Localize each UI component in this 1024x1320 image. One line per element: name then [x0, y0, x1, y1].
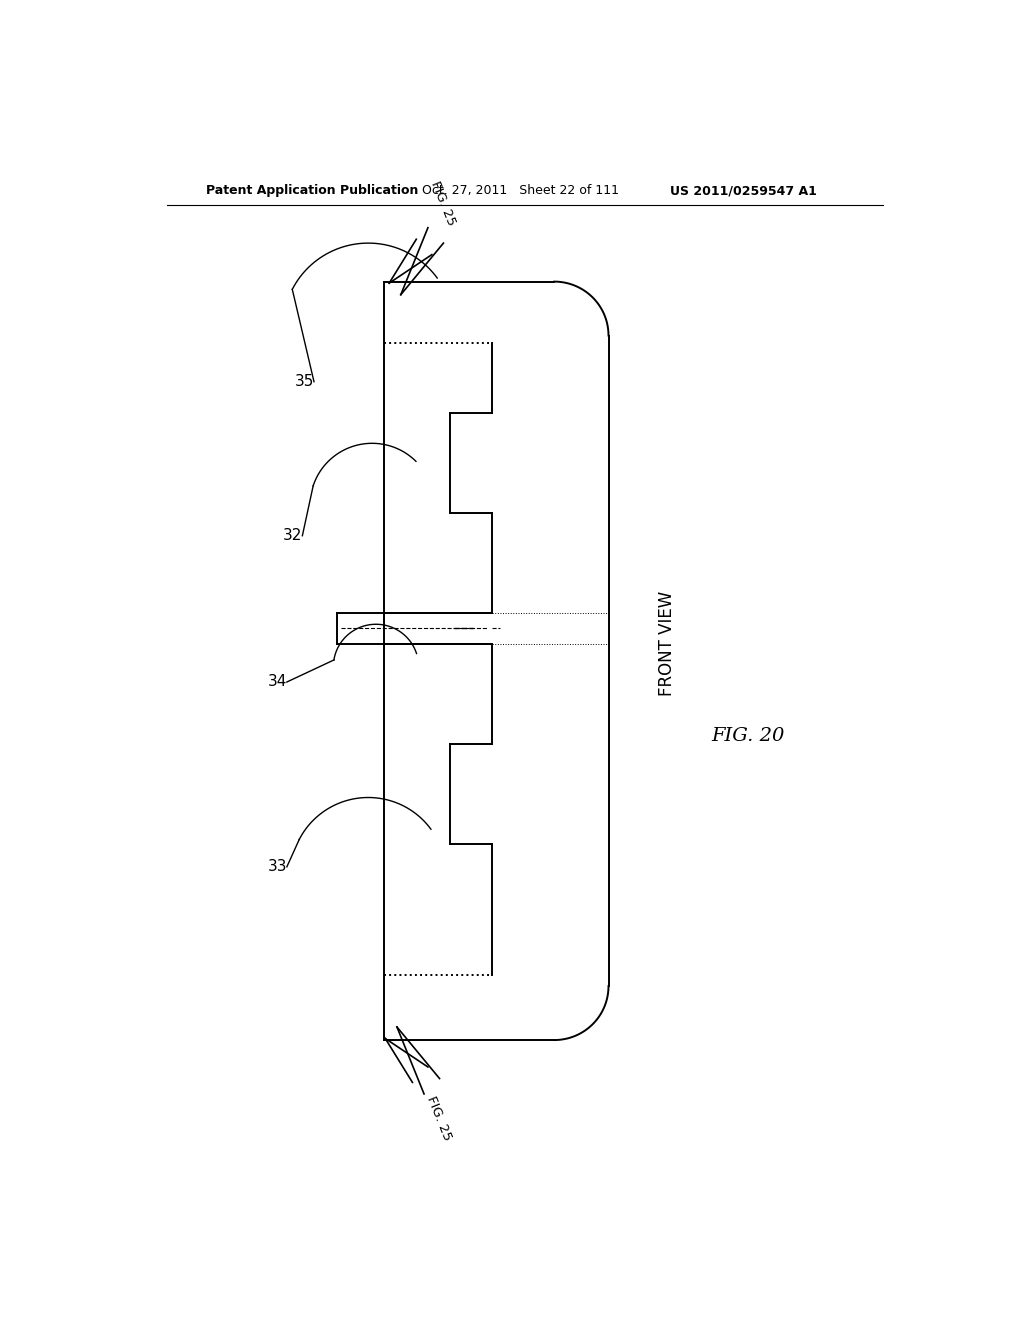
Text: 35: 35 — [295, 374, 314, 389]
Text: 34: 34 — [267, 675, 287, 689]
Text: FIG. 25: FIG. 25 — [428, 180, 458, 227]
Text: Patent Application Publication: Patent Application Publication — [206, 185, 418, 197]
Text: 32: 32 — [283, 528, 302, 544]
Text: FIG. 25: FIG. 25 — [424, 1094, 454, 1142]
Text: FIG. 20: FIG. 20 — [712, 727, 784, 744]
Text: FRONT VIEW: FRONT VIEW — [657, 591, 676, 696]
Text: Oct. 27, 2011   Sheet 22 of 111: Oct. 27, 2011 Sheet 22 of 111 — [423, 185, 620, 197]
Text: 33: 33 — [267, 859, 287, 874]
Text: US 2011/0259547 A1: US 2011/0259547 A1 — [671, 185, 817, 197]
